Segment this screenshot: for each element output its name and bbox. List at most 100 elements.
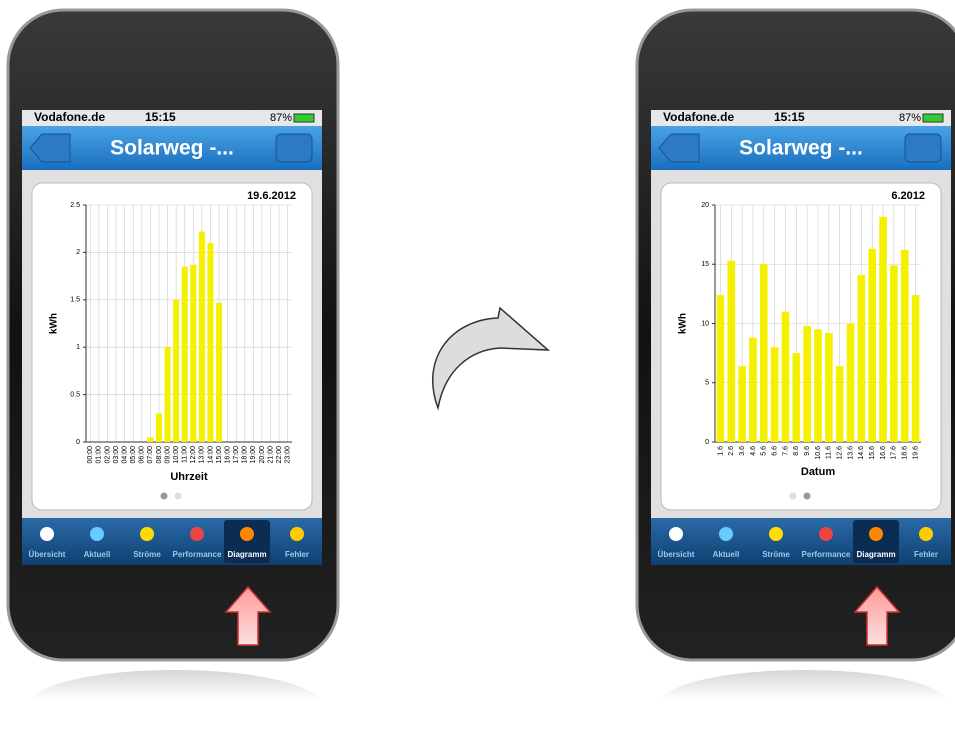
x-tick-label: 8.6: [793, 446, 800, 456]
x-tick-label: 9.6: [804, 446, 811, 456]
phone-reflection: [659, 670, 949, 700]
tab-icon[interactable]: [669, 527, 683, 541]
x-tick-label: 18:00: [242, 446, 249, 464]
tab-icon[interactable]: [90, 527, 104, 541]
x-tick-label: 04:00: [121, 446, 128, 464]
x-tick-label: 01:00: [96, 446, 103, 464]
x-tick-label: 06:00: [139, 446, 146, 464]
x-tick-label: 20:00: [259, 446, 266, 464]
bar: [207, 243, 213, 442]
x-tick-label: 14.6: [858, 446, 865, 460]
x-tick-label: 22:00: [276, 446, 283, 464]
bar: [727, 261, 735, 442]
y-tick-label: 2.5: [70, 202, 80, 209]
carrier: Vodafone.de: [663, 110, 734, 124]
tab-label[interactable]: Übersicht: [29, 550, 66, 559]
carrier: Vodafone.de: [34, 110, 105, 124]
x-tick-label: 11:00: [182, 446, 189, 463]
x-tick-label: 6.6: [771, 446, 778, 456]
bar: [890, 265, 898, 442]
bar: [165, 347, 171, 442]
y-tick-label: 1: [76, 344, 80, 351]
x-tick-label: 10:00: [173, 446, 180, 464]
x-tick-label: 19:00: [250, 446, 257, 464]
tab-label[interactable]: Fehler: [914, 550, 938, 559]
bar: [717, 295, 725, 442]
x-tick-label: 16:00: [224, 446, 231, 464]
phone: Vodafone.de15:1587%Solarweg -...Übersich…: [637, 10, 955, 700]
battery-text: 87%: [270, 112, 292, 124]
x-tick-label: 13:00: [199, 446, 206, 464]
page-dot: [804, 493, 811, 500]
x-tick-label: 13.6: [847, 446, 854, 460]
bar: [190, 265, 196, 442]
chart-title: 6.2012: [891, 190, 925, 202]
bar: [868, 249, 876, 442]
x-tick-label: 09:00: [164, 446, 171, 464]
battery-text: 87%: [899, 112, 921, 124]
tab-label[interactable]: Ströme: [762, 550, 790, 559]
tab-label[interactable]: Performance: [173, 550, 222, 559]
x-tick-label: 02:00: [104, 446, 111, 464]
tab-label[interactable]: Ströme: [133, 550, 161, 559]
chart-card: [661, 183, 941, 510]
tab-label[interactable]: Diagramm: [856, 550, 895, 559]
bar: [803, 326, 811, 442]
clock: 15:15: [774, 110, 805, 124]
battery-icon: [294, 114, 314, 122]
x-tick-label: 19.6: [912, 446, 919, 460]
tab-label[interactable]: Performance: [802, 550, 851, 559]
bar: [858, 275, 866, 442]
battery-icon: [923, 114, 943, 122]
tab-icon[interactable]: [719, 527, 733, 541]
x-tick-label: 14:00: [207, 446, 214, 464]
bar: [836, 366, 844, 442]
tab-icon[interactable]: [40, 527, 54, 541]
calendar-button[interactable]: [905, 134, 941, 162]
y-tick-label: 2: [76, 249, 80, 256]
tab-label[interactable]: Aktuell: [713, 550, 740, 559]
x-tick-label: 18.6: [902, 446, 909, 460]
tab-label[interactable]: Übersicht: [658, 550, 695, 559]
x-tick-label: 17:00: [233, 446, 240, 464]
tab-icon[interactable]: [290, 527, 304, 541]
x-tick-label: 05:00: [130, 446, 137, 464]
tab-icon[interactable]: [869, 527, 883, 541]
y-tick-label: 5: [705, 380, 709, 387]
bar: [182, 267, 188, 442]
x-tick-label: 16.6: [880, 446, 887, 460]
bar: [771, 347, 779, 442]
bar: [216, 303, 222, 442]
screenshot: Vodafone.de15:1587%Solarweg -...Übersich…: [0, 0, 955, 729]
x-tick-label: 10.6: [815, 446, 822, 460]
y-tick-label: 0.5: [70, 391, 80, 398]
bar: [793, 353, 801, 442]
tab-label[interactable]: Diagramm: [227, 550, 266, 559]
tab-icon[interactable]: [240, 527, 254, 541]
y-axis-label: kWh: [678, 313, 689, 334]
tab-icon[interactable]: [769, 527, 783, 541]
x-tick-label: 15:00: [216, 446, 223, 464]
calendar-button[interactable]: [276, 134, 312, 162]
tab-icon[interactable]: [819, 527, 833, 541]
clock: 15:15: [145, 110, 176, 124]
x-axis-label: Datum: [801, 466, 835, 478]
x-tick-label: 08:00: [156, 446, 163, 464]
y-tick-label: 10: [701, 320, 709, 327]
tab-icon[interactable]: [919, 527, 933, 541]
phone-reflection: [30, 670, 320, 700]
tab-label[interactable]: Fehler: [285, 550, 309, 559]
bar: [782, 312, 790, 442]
bar: [749, 338, 757, 442]
x-tick-label: 11.6: [826, 446, 833, 459]
tab-label[interactable]: Aktuell: [84, 550, 111, 559]
y-axis-label: kWh: [49, 313, 60, 334]
x-tick-label: 5.6: [761, 446, 768, 456]
y-tick-label: 0: [705, 439, 709, 446]
bar: [847, 324, 855, 443]
bar: [738, 366, 746, 442]
y-tick-label: 20: [701, 202, 709, 209]
tab-icon[interactable]: [190, 527, 204, 541]
tab-icon[interactable]: [140, 527, 154, 541]
